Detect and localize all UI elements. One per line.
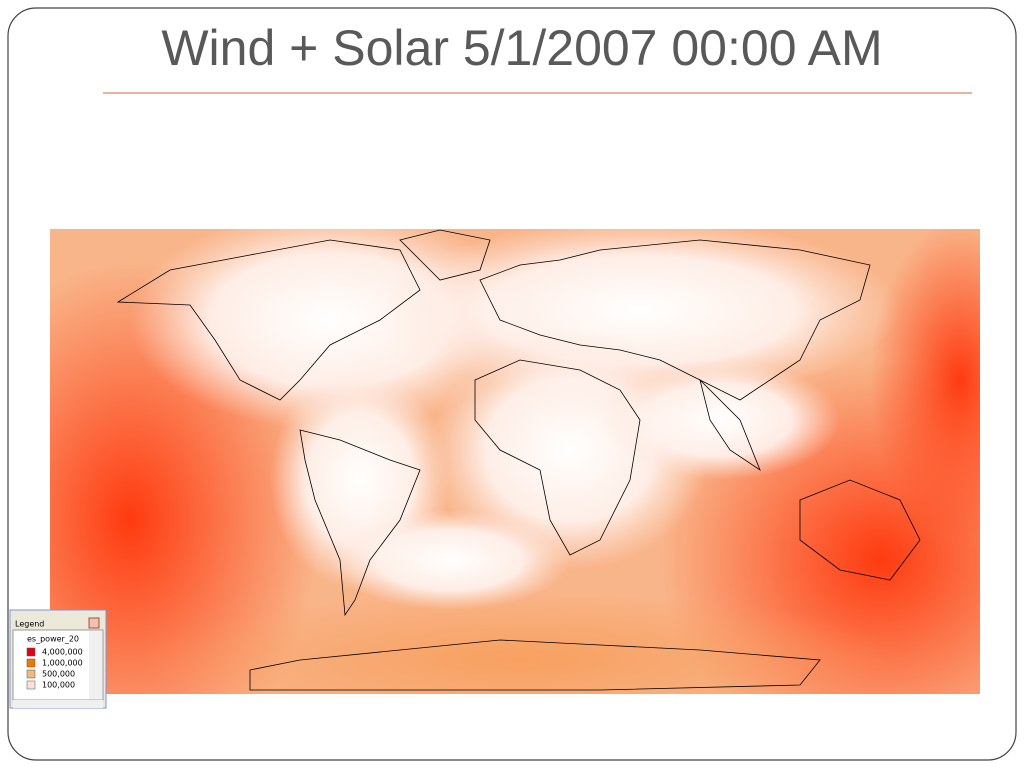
legend-label: 100,000 bbox=[42, 681, 75, 690]
legend-label: 4,000,000 bbox=[42, 648, 83, 657]
legend-title: Legend bbox=[15, 620, 44, 629]
legend-swatch bbox=[26, 680, 36, 690]
legend-swatch bbox=[26, 669, 36, 679]
legend-scrollbar[interactable] bbox=[89, 631, 102, 699]
legend-swatch bbox=[26, 658, 36, 668]
legend-swatch bbox=[26, 647, 36, 657]
legend-hscroll[interactable] bbox=[13, 700, 103, 708]
legend-label: 1,000,000 bbox=[42, 659, 83, 668]
legend-window: Legend es_power_20 4,000,000 1,000,000 500… bbox=[9, 609, 107, 709]
legend-items: 4,000,000 1,000,000 500,000 100,000 bbox=[26, 647, 83, 690]
slide-title: Wind + Solar 5/1/2007 00:00 AM bbox=[161, 20, 882, 76]
legend-label: 500,000 bbox=[42, 670, 75, 679]
legend-close[interactable] bbox=[88, 617, 100, 629]
power-map bbox=[50, 229, 980, 694]
legend-layer: es_power_20 bbox=[27, 635, 79, 644]
